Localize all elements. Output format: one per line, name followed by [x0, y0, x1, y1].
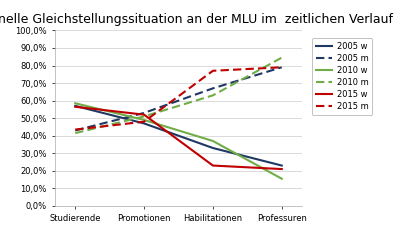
Title: Personelle Gleichstellungssituation an der MLU im  zeitlichen Verlauf: Personelle Gleichstellungssituation an d… [0, 14, 393, 26]
Legend: 2005 w, 2005 m, 2010 w, 2010 m, 2015 w, 2015 m: 2005 w, 2005 m, 2010 w, 2010 m, 2015 w, … [312, 38, 373, 115]
